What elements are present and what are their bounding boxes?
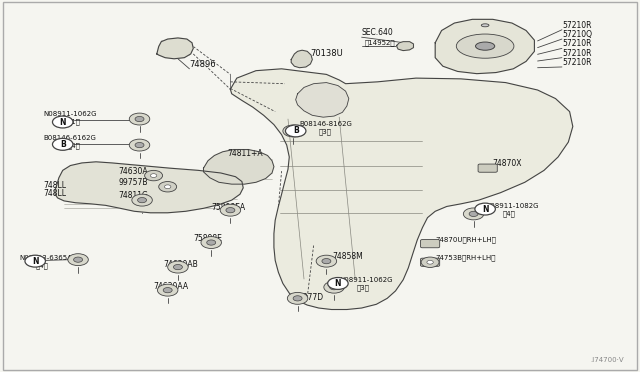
Text: B: B — [60, 140, 65, 149]
FancyBboxPatch shape — [420, 240, 440, 248]
Text: 74877D: 74877D — [293, 293, 323, 302]
Circle shape — [201, 237, 221, 248]
Circle shape — [135, 142, 144, 148]
Text: 74811G: 74811G — [118, 191, 148, 200]
Circle shape — [52, 138, 73, 150]
Text: 74870U（RH+LH）: 74870U（RH+LH） — [435, 236, 496, 243]
Circle shape — [159, 182, 177, 192]
Circle shape — [207, 240, 216, 245]
Circle shape — [164, 185, 171, 189]
Circle shape — [173, 264, 182, 270]
Circle shape — [68, 254, 88, 266]
Circle shape — [220, 204, 241, 216]
Polygon shape — [291, 50, 312, 68]
Circle shape — [322, 259, 331, 264]
Circle shape — [475, 203, 495, 215]
Text: （1）: （1） — [67, 118, 80, 125]
Circle shape — [52, 116, 73, 128]
Text: 74896: 74896 — [189, 60, 216, 69]
Text: （4）: （4） — [502, 210, 515, 217]
Text: 57210Q: 57210Q — [562, 30, 592, 39]
Ellipse shape — [476, 42, 495, 50]
Text: 75898EA: 75898EA — [211, 203, 245, 212]
Text: 74630A: 74630A — [118, 167, 148, 176]
Text: .I74700·V: .I74700·V — [590, 357, 624, 363]
Polygon shape — [157, 38, 193, 59]
Circle shape — [421, 257, 439, 267]
Circle shape — [150, 174, 157, 177]
Text: 57210R: 57210R — [562, 39, 591, 48]
Text: 74753B（RH+LH）: 74753B（RH+LH） — [435, 254, 496, 261]
Text: （4）: （4） — [35, 262, 48, 269]
Circle shape — [287, 292, 308, 304]
Circle shape — [293, 296, 302, 301]
Text: N: N — [32, 257, 38, 266]
Text: （4）: （4） — [67, 142, 80, 149]
Circle shape — [129, 113, 150, 125]
Text: 57210R: 57210R — [562, 49, 591, 58]
Text: N: N — [482, 205, 488, 214]
Text: 57210R: 57210R — [562, 21, 591, 30]
Text: 70138U: 70138U — [310, 49, 343, 58]
Text: N08911-1062G: N08911-1062G — [339, 278, 393, 283]
Text: SEC.640: SEC.640 — [362, 28, 394, 37]
Ellipse shape — [456, 34, 514, 58]
Circle shape — [168, 261, 188, 273]
Polygon shape — [435, 19, 534, 74]
Text: 748LL: 748LL — [44, 182, 67, 190]
Circle shape — [138, 198, 147, 203]
Polygon shape — [55, 162, 243, 213]
Circle shape — [283, 125, 303, 137]
FancyBboxPatch shape — [420, 258, 440, 266]
Circle shape — [463, 208, 484, 220]
Circle shape — [132, 194, 152, 206]
Text: N: N — [335, 279, 341, 288]
Circle shape — [74, 257, 83, 262]
Text: N08911-1082G: N08911-1082G — [485, 203, 539, 209]
Text: 74858M: 74858M — [333, 252, 364, 261]
Text: 748LL: 748LL — [44, 189, 67, 198]
Text: B08146-6162G: B08146-6162G — [44, 135, 97, 141]
Text: N: N — [60, 118, 66, 126]
Text: 74811+A: 74811+A — [227, 149, 263, 158]
Text: 〈14952〉: 〈14952〉 — [365, 39, 396, 46]
Circle shape — [145, 170, 163, 181]
Circle shape — [135, 116, 144, 122]
Circle shape — [469, 211, 478, 217]
Text: 99757B: 99757B — [118, 178, 148, 187]
Polygon shape — [397, 42, 413, 51]
Text: B08146-8162G: B08146-8162G — [300, 121, 353, 127]
Circle shape — [285, 125, 306, 137]
Text: 74630AA: 74630AA — [154, 282, 189, 291]
Text: （3）: （3） — [319, 128, 332, 135]
Circle shape — [289, 128, 298, 134]
Text: N08911-1062G: N08911-1062G — [44, 111, 97, 117]
Text: （3）: （3） — [357, 284, 370, 291]
Circle shape — [316, 255, 337, 267]
Ellipse shape — [481, 24, 489, 27]
Text: 75898E: 75898E — [193, 234, 222, 243]
Circle shape — [324, 281, 344, 293]
Circle shape — [129, 139, 150, 151]
Polygon shape — [230, 69, 573, 310]
Circle shape — [328, 278, 348, 289]
Text: 57210R: 57210R — [562, 58, 591, 67]
FancyBboxPatch shape — [478, 164, 497, 172]
Text: 74630AB: 74630AB — [163, 260, 198, 269]
Polygon shape — [204, 150, 274, 184]
Polygon shape — [296, 83, 349, 117]
Circle shape — [226, 208, 235, 213]
Text: 74870X: 74870X — [493, 159, 522, 168]
Text: B: B — [293, 126, 298, 135]
Circle shape — [163, 288, 172, 293]
Circle shape — [25, 255, 45, 267]
Circle shape — [427, 260, 433, 264]
Text: N08913-6365A: N08913-6365A — [19, 255, 72, 261]
Circle shape — [157, 284, 178, 296]
Circle shape — [330, 285, 339, 290]
